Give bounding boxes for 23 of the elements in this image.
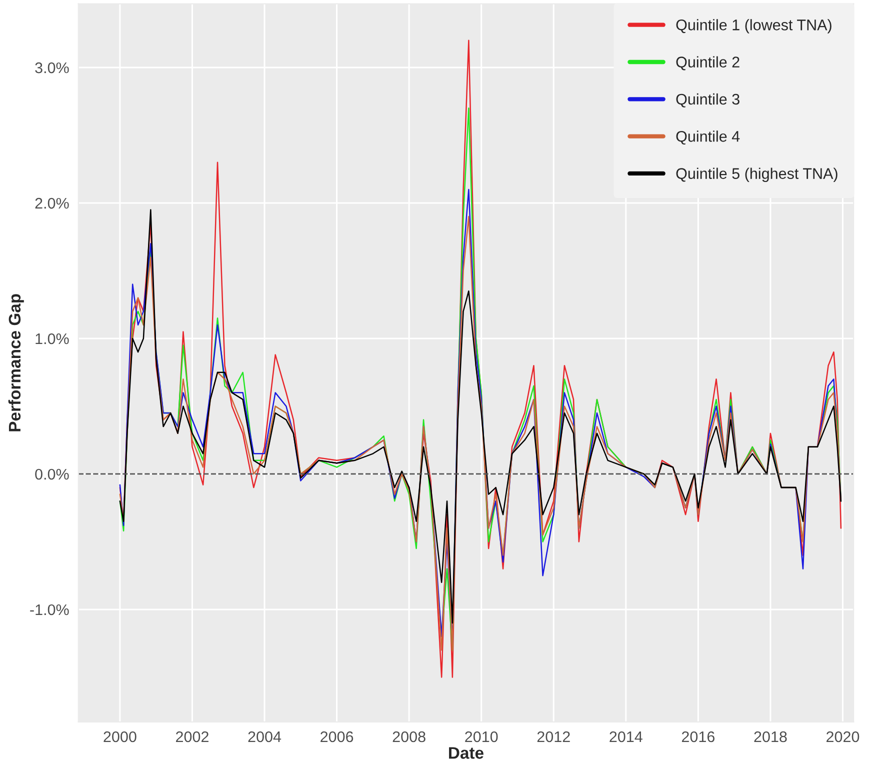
x-axis-title: Date — [449, 747, 484, 759]
y-tick-label: 1.0% — [36, 333, 69, 344]
legend-label: Quintile 5 (highest TNA) — [676, 168, 838, 182]
legend-label: Quintile 2 — [676, 56, 740, 70]
x-tick-label: 2014 — [610, 731, 642, 742]
x-tick-label: 2016 — [682, 731, 715, 742]
x-tick-label: 2002 — [176, 731, 208, 742]
y-tick-label: 0.0% — [35, 468, 69, 480]
x-tick-label: 2000 — [104, 731, 136, 742]
x-tick-label: 2018 — [754, 731, 787, 742]
legend-label: Quintile 4 — [676, 130, 740, 145]
x-tick-label: 2010 — [465, 731, 498, 742]
y-tick-label: -1.0% — [30, 604, 69, 616]
x-tick-label: 2008 — [392, 731, 426, 742]
y-axis-title: Performance Gap — [8, 294, 24, 432]
x-tick-label: 2020 — [826, 731, 860, 742]
legend-label: Quintile 1 (lowest TNA) — [676, 19, 832, 34]
y-tick-label: 3.0% — [35, 62, 69, 74]
x-tick-label: 2012 — [537, 731, 570, 742]
legend-label: Quintile 3 — [676, 93, 740, 108]
x-tick-label: 2006 — [320, 731, 354, 742]
x-tick-label: 2004 — [248, 731, 282, 742]
y-tick-label: 2.0% — [35, 198, 69, 209]
